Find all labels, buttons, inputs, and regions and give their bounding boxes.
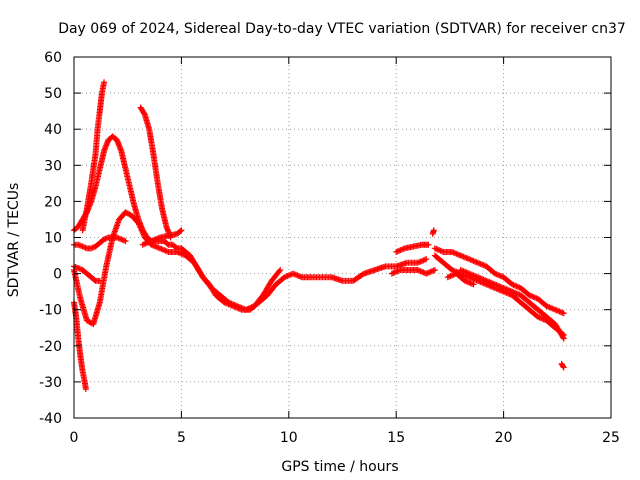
- data-point-marker: [276, 268, 283, 275]
- data-point-marker: [178, 227, 185, 234]
- series-track-5: [71, 299, 89, 393]
- y-tick-label: 30: [44, 158, 62, 174]
- grid: [74, 57, 611, 418]
- series-track-9: [388, 266, 438, 277]
- data-point-marker: [96, 277, 103, 284]
- data-point-marker: [470, 281, 477, 288]
- series-track-12: [431, 245, 567, 317]
- data-point-marker: [431, 266, 438, 273]
- y-tick-label: -20: [39, 339, 62, 355]
- x-tick-label: 5: [177, 430, 186, 446]
- y-tick-label: -10: [39, 303, 62, 319]
- data-point-marker: [141, 110, 148, 117]
- data-point-marker: [560, 335, 567, 342]
- data-point-marker: [425, 241, 432, 248]
- series-track-16: [558, 360, 567, 371]
- y-tick-label: 10: [44, 231, 62, 247]
- data-point-marker: [560, 310, 567, 317]
- y-tick-label: -40: [39, 411, 62, 427]
- x-tick-label: 25: [602, 430, 620, 446]
- x-tick-label: 15: [387, 430, 405, 446]
- data-point-marker: [277, 266, 284, 273]
- series-track-15: [444, 270, 477, 288]
- series-track-8: [139, 227, 185, 248]
- series-track-2: [71, 209, 284, 328]
- x-axis-label: GPS time / hours: [281, 459, 398, 475]
- x-tick-label: 0: [70, 430, 79, 446]
- data-point-marker: [560, 363, 567, 370]
- series-track-10: [393, 241, 432, 255]
- y-tick-label: 0: [53, 267, 62, 283]
- data-points: [71, 79, 567, 393]
- y-tick-label: 20: [44, 194, 62, 210]
- series-track-4: [71, 263, 103, 284]
- series-track-6: [79, 79, 108, 234]
- axis-ticks: 0 5 10 15 20 25 -40 -30 -20 -10 0 10 20 30 40 50 60: [39, 50, 620, 446]
- data-point-marker: [122, 238, 129, 245]
- y-tick-label: 40: [44, 122, 62, 138]
- data-point-marker: [82, 386, 89, 393]
- data-point-marker: [430, 227, 437, 234]
- series-track-14: [457, 266, 567, 342]
- series-track-11: [429, 227, 437, 237]
- series-track-7: [137, 104, 174, 241]
- data-point-marker: [177, 228, 184, 235]
- chart-title: Day 069 of 2024, Sidereal Day-to-day VTE…: [58, 21, 626, 37]
- data-point-marker: [423, 256, 430, 263]
- y-axis-label: SDTVAR / TECUs: [6, 183, 22, 298]
- y-tick-label: -30: [39, 375, 62, 391]
- data-point-marker: [559, 334, 566, 341]
- y-tick-label: 60: [44, 50, 62, 66]
- data-point-marker: [101, 79, 108, 86]
- data-point-marker: [560, 364, 567, 371]
- x-tick-label: 10: [280, 430, 298, 446]
- y-tick-label: 50: [44, 86, 62, 102]
- x-tick-label: 20: [495, 430, 513, 446]
